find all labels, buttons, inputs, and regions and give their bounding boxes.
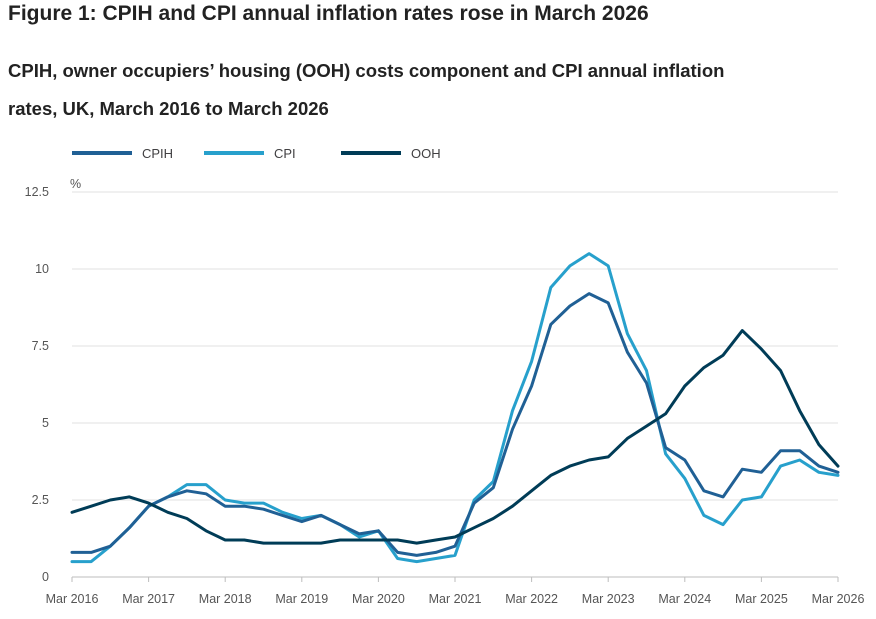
x-tick-label: Mar 2018 <box>199 592 252 606</box>
legend-label-ooh: OOH <box>411 146 441 161</box>
y-tick-label: 5 <box>42 416 49 430</box>
x-tick-label: Mar 2024 <box>658 592 711 606</box>
x-tick-label: Mar 2023 <box>582 592 635 606</box>
y-tick-label: 7.5 <box>32 339 49 353</box>
x-tick-label: Mar 2026 <box>812 592 865 606</box>
x-tick-label: Mar 2016 <box>46 592 99 606</box>
figure-title: Figure 1: CPIH and CPI annual inflation … <box>8 2 649 25</box>
y-unit-label: % <box>70 177 81 191</box>
series-line-ooh <box>70 329 840 545</box>
y-tick-label: 0 <box>42 570 49 584</box>
x-tick-label: Mar 2019 <box>275 592 328 606</box>
figure-subtitle: CPIH, owner occupiers’ housing (OOH) cos… <box>8 60 725 119</box>
legend-label-cpih: CPIH <box>142 146 173 161</box>
y-tick-label: 12.5 <box>25 185 49 199</box>
legend-label-cpi: CPI <box>274 146 296 161</box>
x-tick-label: Mar 2022 <box>505 592 558 606</box>
series-line-cpih <box>70 292 840 557</box>
y-tick-label: 2.5 <box>32 493 49 507</box>
series-line-cpi <box>70 252 840 564</box>
x-tick-label: Mar 2017 <box>122 592 175 606</box>
x-tick-label: Mar 2020 <box>352 592 405 606</box>
y-tick-label: 10 <box>35 262 49 276</box>
x-tick-label: Mar 2021 <box>429 592 482 606</box>
x-tick-label: Mar 2025 <box>735 592 788 606</box>
